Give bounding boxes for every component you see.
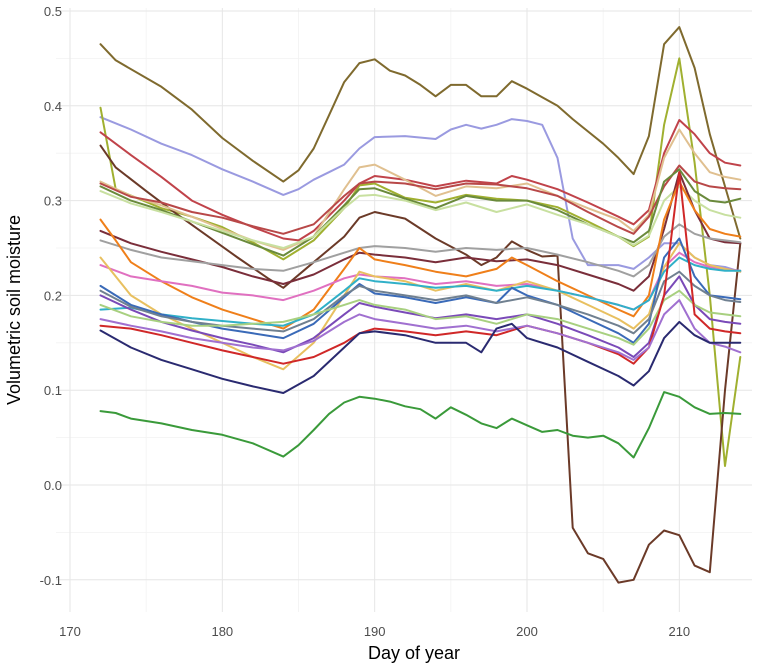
y-axis-tick-labels: -0.1 0.0 0.1 0.2 0.3 0.4 0.5: [40, 4, 62, 588]
series-line-10: [99, 171, 742, 292]
y-tick-label: 0.3: [44, 194, 62, 209]
y-tick-label: 0.5: [44, 4, 62, 19]
series-line-2: [99, 116, 742, 273]
series-line-23: [99, 391, 742, 459]
y-axis-title: Volumetric soil moisture: [4, 215, 24, 405]
x-tick-label: 200: [516, 624, 538, 639]
y-tick-label: 0.4: [44, 99, 62, 114]
series-line-4: [99, 144, 742, 584]
y-tick-label: 0.2: [44, 288, 62, 303]
y-tick-label: 0.1: [44, 383, 62, 398]
x-tick-label: 190: [364, 624, 386, 639]
series-line-11: [99, 223, 742, 278]
x-axis-tick-labels: 170 180 190 200 210: [59, 624, 690, 639]
series-line-9: [99, 185, 742, 249]
series-line-14: [99, 242, 742, 371]
x-axis-title: Day of year: [368, 643, 460, 663]
series-line-22: [99, 320, 742, 394]
minor-gridlines: [56, 8, 752, 612]
y-tick-label: -0.1: [40, 573, 62, 588]
series-line-8: [99, 168, 742, 257]
series-line-12: [99, 180, 742, 330]
series-line-6: [99, 128, 742, 251]
series-line-18: [99, 275, 742, 358]
series-line-13: [99, 251, 742, 311]
y-tick-label: 0.0: [44, 478, 62, 493]
x-tick-label: 170: [59, 624, 81, 639]
series-line-20: [99, 171, 742, 365]
series-line-19: [99, 289, 742, 346]
x-tick-label: 210: [668, 624, 690, 639]
series-lines: [99, 26, 742, 584]
series-line-21: [99, 299, 742, 361]
x-tick-label: 180: [211, 624, 233, 639]
major-gridlines: [56, 8, 752, 612]
series-line-15: [99, 256, 742, 327]
series-line-1: [99, 26, 742, 240]
series-line-17: [99, 270, 742, 335]
